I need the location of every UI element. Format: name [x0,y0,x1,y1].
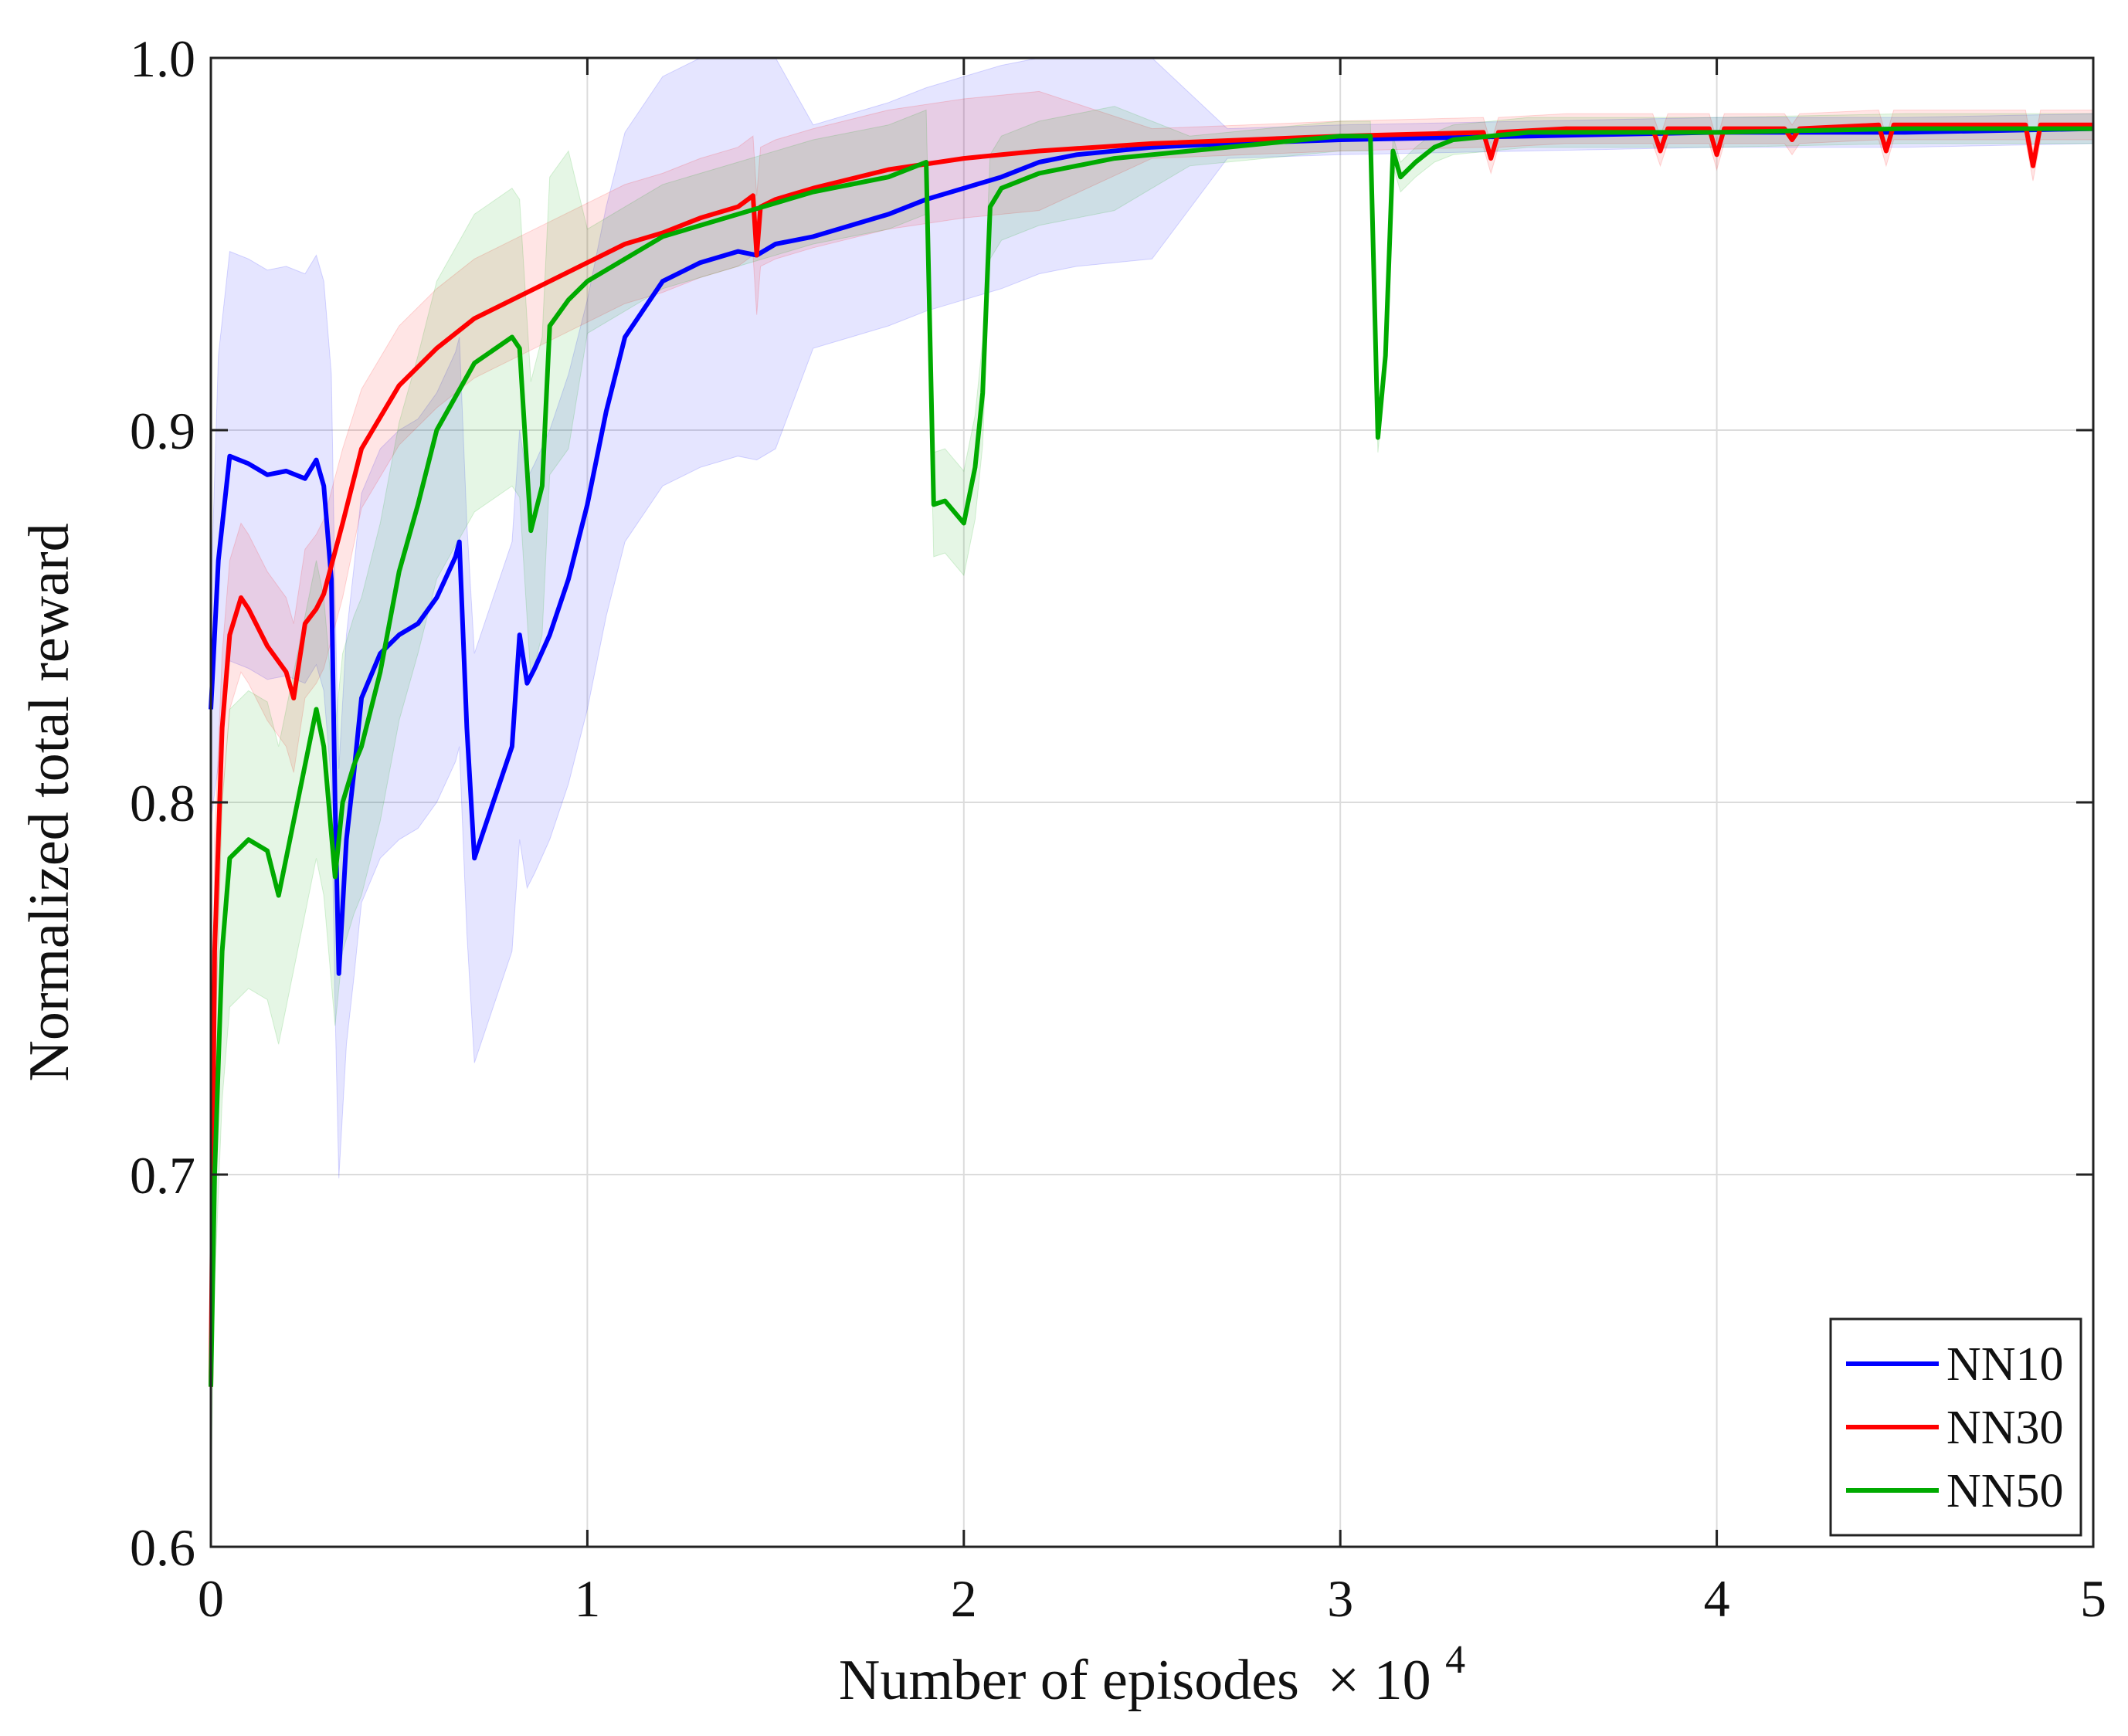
y-tick-label: 0.9 [130,402,195,460]
legend: NN10 NN30 NN50 [1829,1317,2082,1537]
x-axis-multiplier: × 10 [1327,1649,1431,1712]
x-axis-title: Number of episodes × 10 4 [839,1638,1465,1712]
series-lines [209,122,2094,1387]
x-tick-label: 2 [951,1569,977,1628]
series-line-nn50 [209,126,2093,1387]
legend-label-nn10: NN10 [1946,1338,2064,1391]
x-tick-label: 0 [198,1569,224,1628]
y-tick-label: 1.0 [130,29,195,88]
y-axis-title: Normalized total reward [18,523,81,1081]
legend-label-nn50: NN50 [1946,1465,2064,1517]
x-tick-label: 4 [1704,1569,1730,1628]
y-tick-label: 0.7 [130,1146,195,1205]
x-tick-label: 3 [1327,1569,1353,1628]
legend-label-nn30: NN30 [1946,1402,2064,1454]
y-tick-label: 0.8 [130,774,195,832]
series-line-nn10 [209,126,2094,976]
axis-ticks: 0 1 2 3 4 5 0.6 0.7 0.8 0.9 1.0 [130,29,2106,1628]
x-tick-label: 1 [574,1569,600,1628]
y-tick-label: 0.6 [130,1518,195,1577]
x-axis-label-text: Number of episodes [839,1649,1299,1712]
legend-items: NN10 NN30 NN50 [1846,1338,2064,1517]
x-tick-label: 5 [2080,1569,2106,1628]
x-axis-exponent: 4 [1445,1638,1465,1682]
